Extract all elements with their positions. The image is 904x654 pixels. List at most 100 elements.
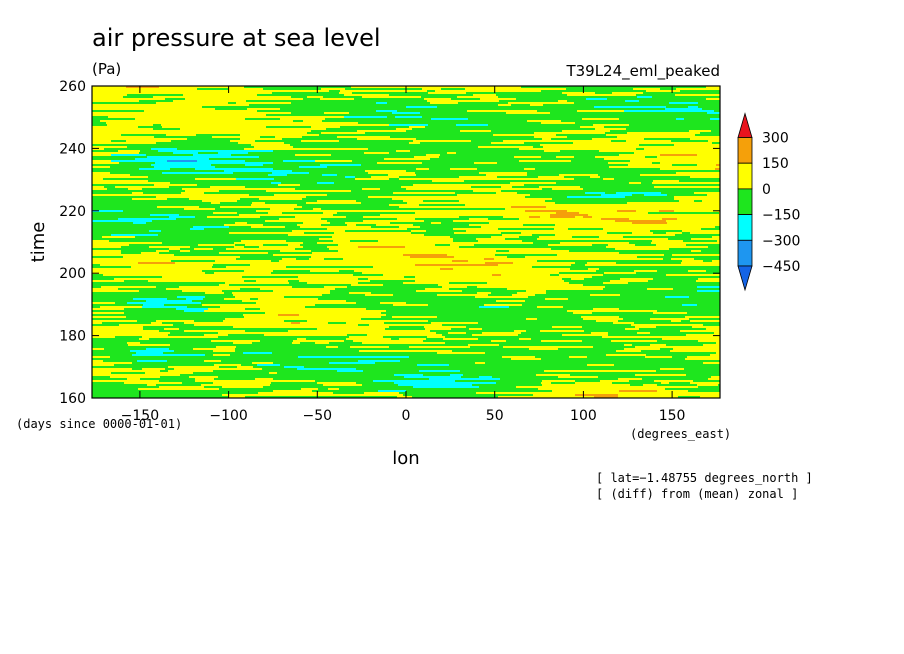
field-cell: [338, 156, 372, 158]
field-cell: [562, 338, 582, 340]
field-cell: [187, 138, 214, 140]
field-cell: [132, 284, 174, 286]
colorbar-segment: [737, 162, 753, 190]
field-cell: [533, 146, 543, 148]
field-cell: [177, 296, 205, 298]
field-cell: [291, 396, 331, 398]
field-cell: [587, 180, 610, 182]
field-cell: [582, 292, 610, 294]
field-cell: [160, 228, 190, 230]
field-cell: [382, 160, 404, 162]
field-cell: [619, 98, 659, 100]
field-cell: [717, 128, 720, 130]
field-cell: [183, 342, 224, 344]
field-cell: [533, 154, 567, 156]
field-cell: [550, 274, 559, 276]
field-cell: [550, 216, 575, 218]
field-cell: [643, 368, 660, 370]
field-cell: [616, 366, 630, 368]
field-cell: [636, 94, 675, 96]
field-cell: [268, 230, 279, 232]
field-cell: [145, 208, 184, 210]
field-cell: [716, 294, 720, 296]
field-cell: [575, 122, 607, 124]
field-cell: [252, 336, 263, 338]
field-cell: [591, 248, 607, 250]
field-cell: [442, 172, 479, 174]
field-cell: [393, 180, 432, 182]
field-cell: [614, 364, 635, 366]
field-cell: [595, 366, 616, 368]
field-cell: [260, 136, 275, 138]
field-cell: [525, 300, 568, 302]
field-cell: [612, 108, 631, 110]
field-cell: [574, 88, 599, 90]
field-cell: [317, 192, 347, 194]
field-cell: [223, 208, 270, 210]
field-cell: [503, 366, 528, 368]
field-cell: [167, 198, 189, 200]
field-cell: [127, 146, 155, 148]
field-cell: [92, 300, 101, 302]
field-cell: [626, 128, 644, 130]
field-cell: [126, 204, 168, 206]
field-cell: [205, 204, 251, 206]
field-cell: [381, 316, 392, 318]
field-cell: [281, 186, 294, 188]
field-cell: [579, 90, 612, 92]
field-cell: [517, 192, 530, 194]
field-cell: [441, 222, 473, 224]
field-cell: [559, 152, 603, 154]
field-cell: [403, 254, 447, 256]
field-cell: [661, 364, 684, 366]
field-cell: [132, 276, 162, 278]
field-cell: [212, 266, 226, 268]
field-cell: [120, 214, 150, 216]
field-cell: [494, 170, 532, 172]
field-cell: [171, 140, 206, 142]
field-cell: [469, 182, 510, 184]
field-cell: [429, 168, 450, 170]
field-cell: [327, 386, 369, 388]
field-cell: [339, 388, 384, 390]
field-cell: [630, 298, 657, 300]
field-cell: [257, 94, 288, 96]
field-cell: [174, 284, 183, 286]
field-cell: [324, 102, 332, 104]
field-cell: [229, 192, 273, 194]
y-tick-label: 180: [59, 329, 86, 345]
field-cell: [485, 298, 520, 300]
field-cell: [399, 392, 434, 394]
field-cell: [187, 150, 226, 152]
field-cell: [200, 170, 224, 172]
field-cell: [588, 184, 610, 186]
field-cell: [406, 170, 421, 172]
field-cell: [135, 158, 158, 160]
field-cell: [394, 382, 428, 384]
field-cell: [297, 346, 305, 348]
field-cell: [430, 330, 449, 332]
field-cell: [196, 162, 226, 164]
field-cell: [103, 102, 115, 104]
field-cell: [665, 388, 694, 390]
field-cell: [249, 104, 295, 106]
field-cell: [92, 338, 139, 340]
field-cell: [291, 370, 304, 372]
field-cell: [298, 356, 327, 358]
field-cell: [592, 312, 618, 314]
field-cell: [505, 238, 537, 240]
field-cell: [92, 218, 118, 220]
field-cell: [127, 358, 171, 360]
field-cell: [92, 210, 123, 212]
field-cell: [358, 100, 383, 102]
field-cell: [616, 192, 661, 194]
field-cell: [533, 350, 577, 352]
field-cell: [514, 320, 544, 322]
field-cell: [680, 352, 692, 354]
field-cell: [451, 98, 480, 100]
field-cell: [505, 308, 538, 310]
field-cell: [92, 116, 108, 118]
field-cell: [343, 142, 378, 144]
field-cell: [126, 316, 144, 318]
